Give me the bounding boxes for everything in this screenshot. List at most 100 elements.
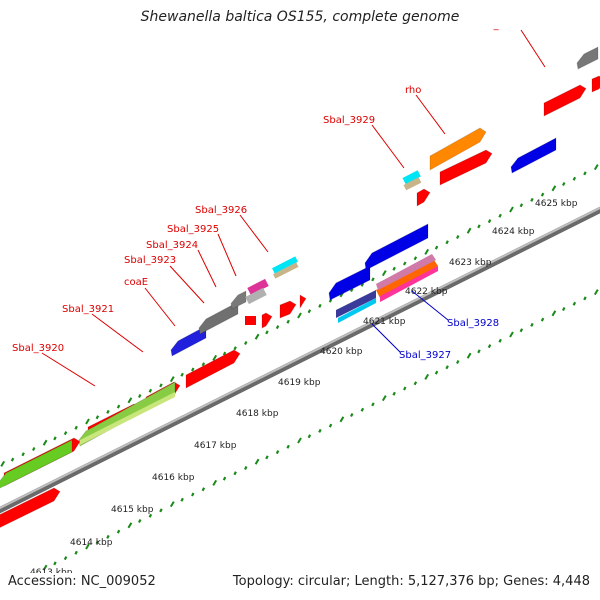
- cds-arrow-gray: [230, 290, 247, 310]
- inner-tick-mark: [1, 586, 4, 591]
- gene-label-reverse: Sbal_3927: [399, 350, 451, 361]
- outer-tick-mark: [42, 439, 48, 446]
- inner-tick-mark: [456, 360, 460, 364]
- inner-tick-mark: [106, 534, 110, 539]
- outer-tick-mark: [562, 182, 566, 186]
- reverse-cds-arrow: [376, 254, 436, 290]
- outer-tick-mark: [318, 303, 322, 308]
- outer-tick-mark: [275, 325, 280, 330]
- inner-tick-mark: [275, 450, 280, 455]
- inner-tick-mark: [583, 296, 587, 301]
- outer-tick-mark: [477, 224, 481, 229]
- gene-label-pointer: [371, 323, 401, 353]
- inner-tick-mark: [424, 373, 430, 380]
- kbp-label: 4617 kbp: [194, 441, 237, 451]
- outer-tick-mark: [328, 298, 333, 303]
- outer-tick-mark: [127, 397, 133, 404]
- inner-tick-mark: [445, 365, 449, 370]
- outer-tick-mark: [350, 288, 354, 292]
- gene-label-reverse: Sbal_3928: [447, 318, 499, 329]
- forward-cds-arrow: [245, 316, 256, 325]
- reverse-cds-arrow: [336, 290, 376, 318]
- outer-tick-mark: [424, 248, 430, 255]
- forward-cds-arrow: [543, 84, 587, 117]
- gene-label-forward: Sbal_3924: [146, 240, 198, 251]
- gene-label-forward: Sbal_3925: [167, 224, 219, 235]
- inner-tick-mark: [95, 540, 100, 545]
- kbp-label: 4620 kbp: [320, 347, 363, 357]
- outer-tick-mark: [540, 192, 545, 197]
- inner-tick-mark: [63, 556, 68, 561]
- inner-tick-mark: [138, 519, 142, 523]
- outer-tick-mark: [456, 235, 460, 239]
- kbp-label: 4621 kbp: [363, 317, 406, 327]
- outer-tick-mark: [74, 425, 78, 430]
- cds-arrow-gray: [245, 287, 267, 305]
- gene-label-forward: Sbal_3929: [323, 115, 375, 126]
- gene-label-forward: Sbal_3932: [472, 20, 524, 31]
- gene-label-pointer: [411, 290, 449, 321]
- forward-cds-arrow: [185, 349, 241, 389]
- inner-tick-mark: [42, 564, 48, 571]
- kbp-label: 4619 kbp: [278, 378, 321, 388]
- forward-cds-arrow: [0, 487, 61, 529]
- outer-tick-mark: [286, 319, 290, 324]
- cds-arrow-green: [80, 392, 175, 445]
- forward-cds-arrow: [439, 149, 493, 186]
- cds-arrow-green: [0, 439, 73, 489]
- inner-tick-mark: [593, 289, 599, 296]
- outer-tick-mark: [572, 176, 577, 181]
- inner-tick-mark: [53, 561, 57, 566]
- cds-arrow-gray: [576, 46, 599, 70]
- inner-tick-mark: [222, 476, 227, 481]
- inner-tick-mark: [201, 487, 206, 492]
- inner-tick-mark: [403, 386, 407, 391]
- outer-tick-mark: [201, 362, 206, 367]
- inner-tick-mark: [360, 407, 365, 412]
- gene-label-pointer: [217, 233, 237, 277]
- inner-tick-mark: [233, 471, 237, 476]
- inner-tick-mark: [116, 529, 121, 534]
- gene-label-pointer: [41, 352, 96, 387]
- outer-tick-mark: [530, 197, 534, 202]
- forward-cds-arrow: [591, 75, 600, 93]
- kbp-label: 4623 kbp: [449, 258, 492, 268]
- cds-arrow-magenta: [247, 278, 269, 296]
- kbp-label: 4624 kbp: [492, 227, 535, 237]
- outer-tick-mark: [116, 404, 121, 409]
- cds-arrow-blue: [170, 325, 207, 357]
- outer-tick-mark: [0, 460, 6, 467]
- inner-tick-mark: [466, 352, 472, 359]
- outer-tick-mark: [583, 171, 587, 176]
- gene-label-pointer: [197, 249, 217, 288]
- outer-tick-mark: [21, 452, 25, 457]
- cds-arrow-gray: [198, 301, 239, 335]
- inner-tick-mark: [265, 455, 269, 460]
- outer-tick-mark: [265, 330, 269, 335]
- cds-arrow-cyan: [402, 170, 421, 185]
- inner-tick-mark: [85, 543, 90, 550]
- inner-tick-mark: [318, 428, 322, 433]
- outer-tick-mark: [551, 185, 557, 192]
- gene-label-pointer: [169, 265, 205, 304]
- kbp-label: 4622 kbp: [405, 287, 448, 297]
- inner-tick-mark: [307, 434, 312, 439]
- outer-tick-mark: [53, 436, 57, 441]
- outer-tick-mark: [434, 245, 439, 250]
- outer-tick-mark: [106, 409, 110, 414]
- outer-tick-mark: [180, 372, 184, 377]
- gene-label-forward: Sbal_3926: [195, 205, 247, 216]
- outer-tick-mark: [498, 213, 502, 218]
- inner-tick-mark: [169, 501, 175, 508]
- outer-tick-mark: [509, 206, 514, 213]
- outer-tick-mark: [403, 261, 407, 266]
- outer-tick-mark: [85, 418, 90, 425]
- gene-label-forward: rho: [405, 85, 421, 96]
- outer-tick-mark: [95, 415, 100, 420]
- kbp-label: 4613 kbp: [30, 568, 73, 578]
- outer-tick-mark: [413, 256, 418, 261]
- inner-tick-mark: [297, 437, 302, 444]
- outer-tick-mark: [32, 447, 36, 451]
- forward-cds-arrow: [299, 294, 307, 310]
- reverse-cds-arrow: [510, 137, 557, 174]
